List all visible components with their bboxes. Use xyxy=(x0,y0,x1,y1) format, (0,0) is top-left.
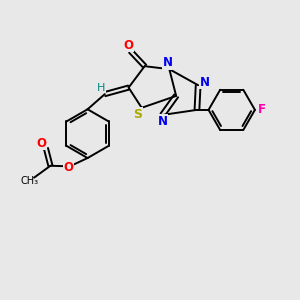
Text: O: O xyxy=(63,161,73,174)
Text: F: F xyxy=(257,103,266,116)
Text: S: S xyxy=(134,108,142,121)
Text: O: O xyxy=(123,39,133,52)
Text: N: N xyxy=(163,56,173,69)
Text: N: N xyxy=(158,115,167,128)
Text: O: O xyxy=(37,137,46,150)
Text: CH₃: CH₃ xyxy=(21,176,39,186)
Text: N: N xyxy=(200,76,210,89)
Text: H: H xyxy=(97,82,105,93)
